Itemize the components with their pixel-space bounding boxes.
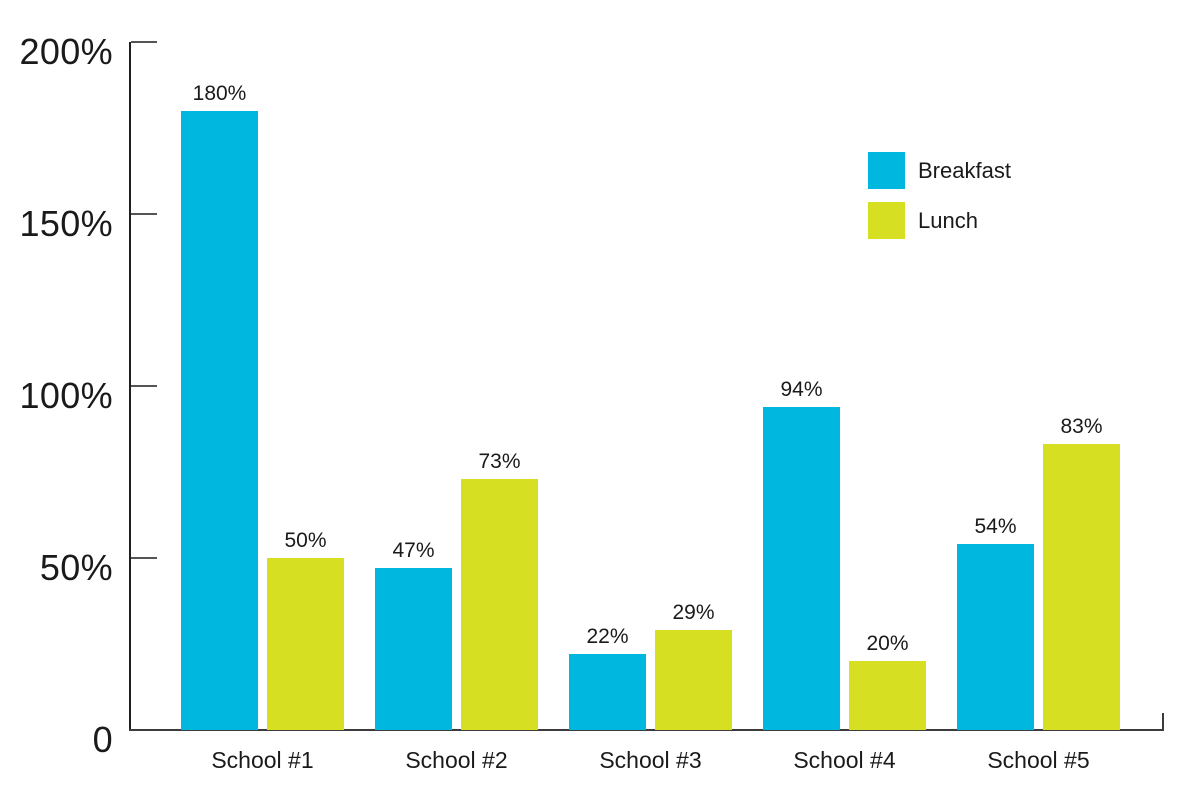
y-tick-label-200: 200% — [19, 31, 113, 72]
x-axis-label-1: School #1 — [211, 747, 314, 773]
bar-breakfast-1 — [181, 111, 258, 730]
legend-label-lunch: Lunch — [918, 207, 978, 233]
value-label-breakfast-1: 180% — [192, 82, 247, 105]
bar-breakfast-5 — [957, 544, 1034, 730]
bar-lunch-5 — [1043, 444, 1120, 730]
x-axis-label-5: School #5 — [987, 747, 1090, 773]
y-tick-line-50 — [131, 557, 157, 559]
bar-lunch-4 — [849, 661, 926, 730]
value-label-lunch-3: 29% — [672, 601, 715, 624]
legend-item-breakfast: Breakfast — [868, 152, 1011, 189]
value-label-lunch-1: 50% — [284, 529, 327, 552]
y-tick-label-150: 150% — [19, 203, 113, 244]
y-tick-label-100: 100% — [19, 375, 113, 416]
bar-breakfast-4 — [763, 407, 840, 730]
value-label-lunch-5: 83% — [1060, 415, 1103, 438]
y-tick-line-100 — [131, 385, 157, 387]
y-tick-label-0: 0 — [92, 719, 113, 760]
value-label-lunch-4: 20% — [866, 632, 909, 655]
value-label-breakfast-2: 47% — [392, 539, 435, 562]
bar-lunch-1 — [267, 558, 344, 730]
legend-item-lunch: Lunch — [868, 202, 1011, 239]
x-axis-label-3: School #3 — [599, 747, 702, 773]
legend-label-breakfast: Breakfast — [918, 157, 1011, 183]
value-label-lunch-2: 73% — [478, 450, 521, 473]
y-tick-line-150 — [131, 213, 157, 215]
value-label-breakfast-5: 54% — [974, 515, 1017, 538]
bar-lunch-2 — [461, 479, 538, 730]
bar-breakfast-3 — [569, 654, 646, 730]
value-label-breakfast-4: 94% — [780, 378, 823, 401]
x-axis-line — [129, 729, 1164, 731]
legend-swatch-lunch — [868, 202, 905, 239]
x-axis-end-tick — [1162, 713, 1164, 730]
bar-lunch-3 — [655, 630, 732, 730]
y-tick-line-200 — [131, 41, 157, 43]
x-axis-label-4: School #4 — [793, 747, 896, 773]
y-tick-label-50: 50% — [39, 547, 113, 588]
value-label-breakfast-3: 22% — [586, 625, 629, 648]
legend-swatch-breakfast — [868, 152, 905, 189]
legend: Breakfast Lunch — [868, 152, 1011, 252]
y-axis-line — [129, 42, 131, 731]
x-axis-label-2: School #2 — [405, 747, 508, 773]
bar-breakfast-2 — [375, 568, 452, 730]
